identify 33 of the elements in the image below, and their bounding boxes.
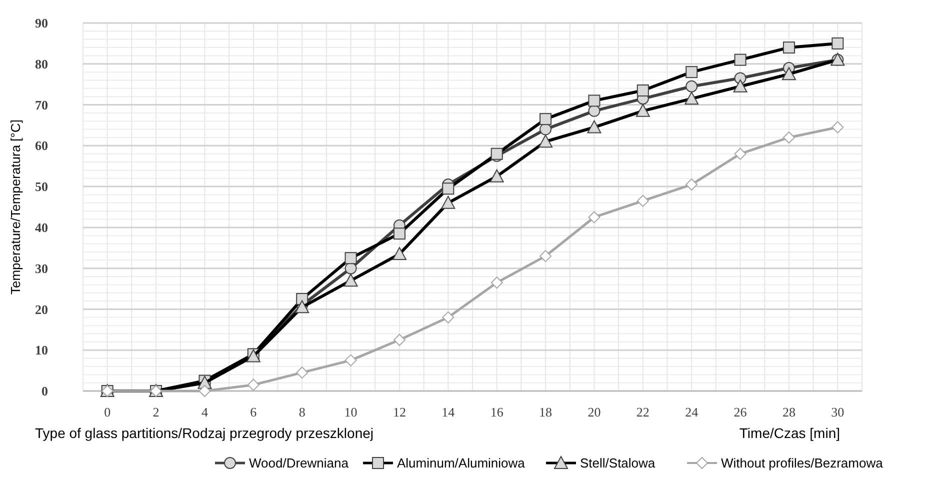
x-tick-label: 12: [392, 404, 406, 420]
y-tick-label: 40: [35, 220, 48, 235]
x-tick-label: 0: [104, 404, 111, 420]
x-tick-label: 6: [250, 404, 258, 420]
legend-label: Wood/Drewniana: [249, 456, 350, 471]
x-tick-label: 14: [442, 404, 456, 420]
x-tick-label: 8: [298, 404, 306, 420]
legend-label: Aluminum/Aluminiowa: [397, 456, 526, 471]
x-axis-title: Time/Czas [min]: [739, 425, 840, 441]
x-tick-label: 4: [201, 404, 208, 420]
y-tick-label: 10: [35, 342, 48, 358]
x-tick-label: 30: [831, 404, 844, 420]
text: Type of glass partitions/Rodzaj przegrody przeszklonej: [35, 425, 374, 441]
x-tick-label: 2: [152, 404, 160, 420]
x-tick-label: 26: [734, 404, 748, 420]
legend-label: Stell/Stalowa: [580, 456, 656, 471]
x-tick-label: 24: [685, 404, 699, 420]
y-axis-title: Temperature/Temperatura [°C]: [8, 120, 23, 294]
x-tick-label: 18: [539, 404, 552, 420]
legend-label: Without profiles/Bezramowa: [721, 456, 884, 471]
y-tick-label: 30: [35, 260, 48, 276]
y-tick-label: 70: [35, 97, 48, 112]
x-tick-label: 16: [490, 404, 504, 420]
x-tick-label: 22: [636, 404, 650, 420]
y-tick-label: 60: [35, 138, 48, 154]
y-tick-label: 0: [42, 384, 48, 399]
y-tick-label: 90: [35, 16, 48, 31]
x-tick-label: 20: [588, 404, 601, 420]
x-tick-label: 28: [782, 404, 796, 420]
y-tick-label: 80: [35, 56, 48, 72]
x-tick-label: 10: [344, 404, 358, 420]
y-tick-label: 20: [35, 302, 48, 317]
y-tick-label: 50: [35, 179, 48, 194]
